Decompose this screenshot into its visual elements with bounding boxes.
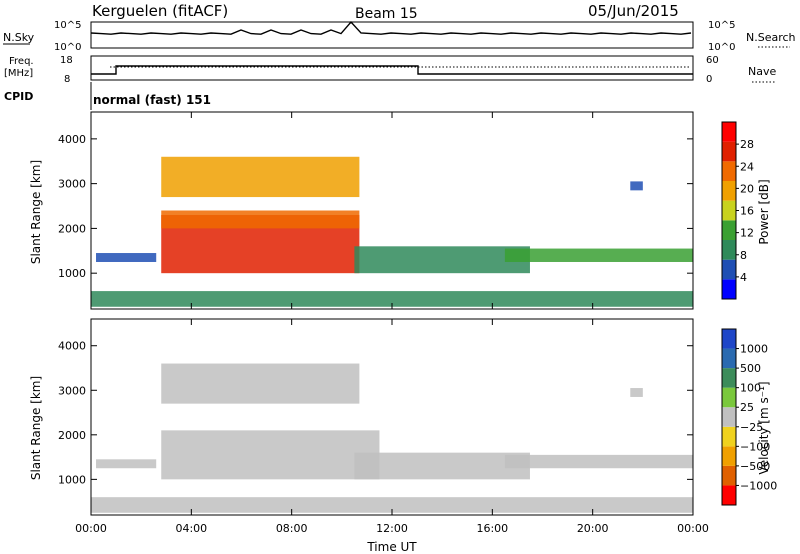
- scatter-region: [354, 452, 530, 480]
- x-tick-label: 00:00: [677, 522, 709, 535]
- noise-left-label: N.Sky: [3, 31, 35, 44]
- colorbar-segment: [722, 161, 736, 181]
- power-panel: 4000 3000 2000 1000: [58, 111, 694, 310]
- y-tick-label: 3000: [58, 178, 86, 191]
- frequency-panel: Freq. [MHz] 18 8 60 0 Nave CPID normal (…: [4, 55, 776, 110]
- cpid-value: normal (fast) 151: [93, 93, 211, 107]
- nave-label: Nave: [748, 65, 776, 78]
- x-tick-label: 16:00: [476, 522, 508, 535]
- nave-tick-bottom: 0: [706, 74, 712, 85]
- power-ylabel: Slant Range [km]: [29, 160, 43, 264]
- freq-tick-bottom: 8: [64, 74, 70, 85]
- colorbar-segment: [722, 329, 736, 349]
- noise-right-label: N.Search: [746, 31, 796, 44]
- station-title: Kerguelen (fitACF): [92, 2, 228, 20]
- time-xlabel: Time UT: [366, 540, 417, 554]
- scatter-region: [504, 454, 693, 469]
- scatter-region: [161, 156, 360, 198]
- colorbar-segment: [722, 259, 736, 280]
- date-title: 05/Jun/2015: [588, 2, 679, 20]
- x-tick-label: 08:00: [276, 522, 308, 535]
- colorbar-segment: [722, 122, 736, 142]
- colorbar-segment: [722, 279, 736, 299]
- colorbar-tick-label: 100: [740, 382, 761, 395]
- scatter-region: [91, 291, 693, 307]
- beam-title: Beam 15: [355, 6, 418, 22]
- colorbar-segment: [722, 348, 736, 369]
- colorbar-segment: [722, 407, 736, 427]
- colorbar-segment: [722, 141, 736, 162]
- colorbar-tick-label: −100: [740, 440, 770, 453]
- power-colorbar: 28 24 20 16 12 8 4: [721, 121, 754, 300]
- colorbar-tick-label: 500: [740, 362, 761, 375]
- colorbar-segment: [722, 368, 736, 388]
- colorbar-tick-label: 28: [740, 138, 754, 151]
- y-tick-label: 2000: [58, 429, 86, 442]
- y-tick-label: 4000: [58, 340, 86, 353]
- colorbar-tick-label: 24: [740, 160, 754, 173]
- scatter-region: [96, 253, 157, 262]
- scatter-region: [91, 497, 693, 513]
- colorbar-tick-label: −1000: [740, 479, 777, 492]
- noise-right-tick-bottom: 10^0: [708, 42, 735, 53]
- nave-tick-top: 60: [706, 55, 719, 66]
- velocity-colorbar: 1000 500 100 25 −25 −100 −500 −1000: [721, 328, 777, 506]
- cpid-label: CPID: [4, 90, 33, 103]
- y-tick-label: 1000: [58, 267, 86, 280]
- freq-tick-top: 18: [60, 55, 73, 66]
- velocity-panel: 4000 3000 2000 1000 00:00 04:00 08:00 12:00 16:0…: [58, 318, 709, 535]
- x-tick-label: 20:00: [577, 522, 609, 535]
- colorbar-tick-label: 20: [740, 182, 754, 195]
- noise-right-tick-top: 10^5: [708, 20, 735, 31]
- scatter-region: [161, 363, 360, 404]
- colorbar-segment: [722, 485, 736, 505]
- y-tick-label: 1000: [58, 473, 86, 486]
- noise-sky-line: [90, 20, 692, 35]
- scatter-region: [630, 181, 643, 191]
- noise-left-tick-top: 10^5: [54, 20, 81, 31]
- power-colorbar-label: Power [dB]: [757, 179, 771, 244]
- colorbar-tick-label: −25: [740, 421, 763, 434]
- velocity-ylabel: Slant Range [km]: [29, 376, 43, 480]
- scatter-region: [161, 430, 380, 480]
- scatter-region: [504, 248, 693, 262]
- scatter-region: [630, 388, 643, 397]
- scatter-region: [161, 210, 360, 229]
- colorbar-tick-label: 1000: [740, 343, 768, 356]
- noise-left-tick-bottom: 10^0: [54, 42, 81, 53]
- noise-panel: N.Sky 10^5 10^0 10^5 10^0 N.Search: [3, 20, 796, 53]
- colorbar-tick-label: 8: [740, 249, 747, 262]
- colorbar-segment: [722, 426, 736, 447]
- colorbar-segment: [722, 465, 736, 486]
- scatter-region: [354, 246, 530, 274]
- x-tick-label: 04:00: [175, 522, 207, 535]
- colorbar-tick-label: 25: [740, 401, 754, 414]
- x-tick-label: 12:00: [376, 522, 408, 535]
- frequency-line: [91, 65, 693, 75]
- colorbar-segment: [722, 200, 736, 221]
- colorbar-tick-label: 16: [740, 205, 754, 218]
- colorbar-tick-label: −500: [740, 460, 770, 473]
- colorbar-tick-label: 12: [740, 227, 754, 240]
- colorbar-segment: [722, 220, 736, 240]
- colorbar-segment: [722, 446, 736, 466]
- x-tick-label: 00:00: [75, 522, 107, 535]
- freq-unit: [MHz]: [4, 68, 33, 79]
- freq-label: Freq.: [9, 56, 34, 67]
- y-tick-label: 2000: [58, 222, 86, 235]
- colorbar-segment: [722, 181, 736, 201]
- y-tick-label: 3000: [58, 384, 86, 397]
- velocity-colorbar-label: Velocity [m s⁻¹]: [757, 381, 771, 474]
- scatter-region: [96, 459, 157, 469]
- colorbar-segment: [722, 387, 736, 408]
- colorbar-segment: [722, 240, 736, 260]
- y-tick-label: 4000: [58, 133, 86, 146]
- colorbar-tick-label: 4: [740, 271, 747, 284]
